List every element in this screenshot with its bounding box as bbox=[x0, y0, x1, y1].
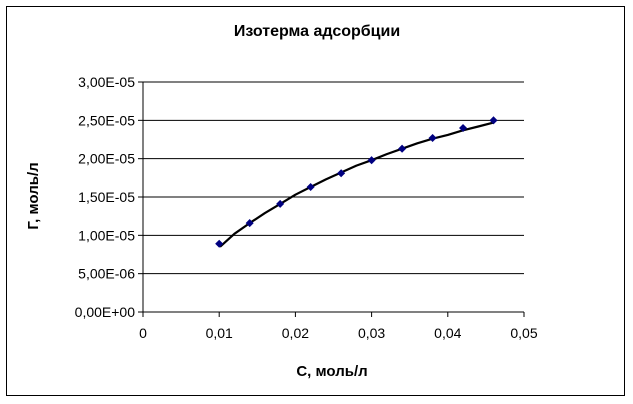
data-point bbox=[489, 116, 498, 125]
y-tick-label: 2,50E-05 bbox=[78, 112, 135, 128]
x-axis-ticks: 0 0,01 0,02 0,03 0,04 0,05 bbox=[139, 312, 538, 341]
data-point bbox=[245, 219, 254, 228]
y-tick-label: 1,50E-05 bbox=[78, 189, 135, 205]
x-tick-label: 0,01 bbox=[206, 325, 233, 341]
data-point bbox=[459, 123, 468, 133]
gridlines bbox=[143, 81, 524, 275]
x-tick-label: 0,03 bbox=[358, 325, 385, 341]
data-point bbox=[276, 199, 285, 208]
chart-frame: Изотерма адсорбции 0,00E+00 5,00E-06 1,00E… bbox=[6, 6, 625, 396]
data-series bbox=[215, 116, 498, 248]
x-tick-label: 0 bbox=[139, 325, 147, 341]
y-tick-label: 3,00E-05 bbox=[78, 74, 135, 90]
trend-line bbox=[219, 121, 494, 248]
y-tick-label: 5,00E-06 bbox=[78, 266, 135, 282]
data-point bbox=[367, 156, 376, 165]
y-axis-title: Г, моль/л bbox=[25, 162, 42, 229]
y-tick-label: 2,00E-05 bbox=[78, 151, 135, 167]
chart-title: Изотерма адсорбции bbox=[234, 23, 400, 40]
y-tick-label: 0,00E+00 bbox=[75, 304, 136, 320]
chart-canvas: Изотерма адсорбции 0,00E+00 5,00E-06 1,00E… bbox=[25, 23, 538, 380]
x-tick-label: 0,04 bbox=[434, 325, 461, 341]
x-axis-title: С, моль/л bbox=[296, 363, 367, 380]
data-point bbox=[428, 133, 437, 142]
data-point bbox=[215, 239, 224, 248]
y-axis-ticks: 0,00E+00 5,00E-06 1,00E-05 1,50E-05 2,00E-05… bbox=[75, 74, 143, 320]
y-tick-label: 1,00E-05 bbox=[78, 227, 135, 243]
x-tick-label: 0,02 bbox=[282, 325, 309, 341]
data-point bbox=[398, 144, 407, 153]
data-point bbox=[306, 183, 315, 192]
data-point bbox=[337, 169, 346, 178]
x-tick-label: 0,05 bbox=[510, 325, 537, 341]
